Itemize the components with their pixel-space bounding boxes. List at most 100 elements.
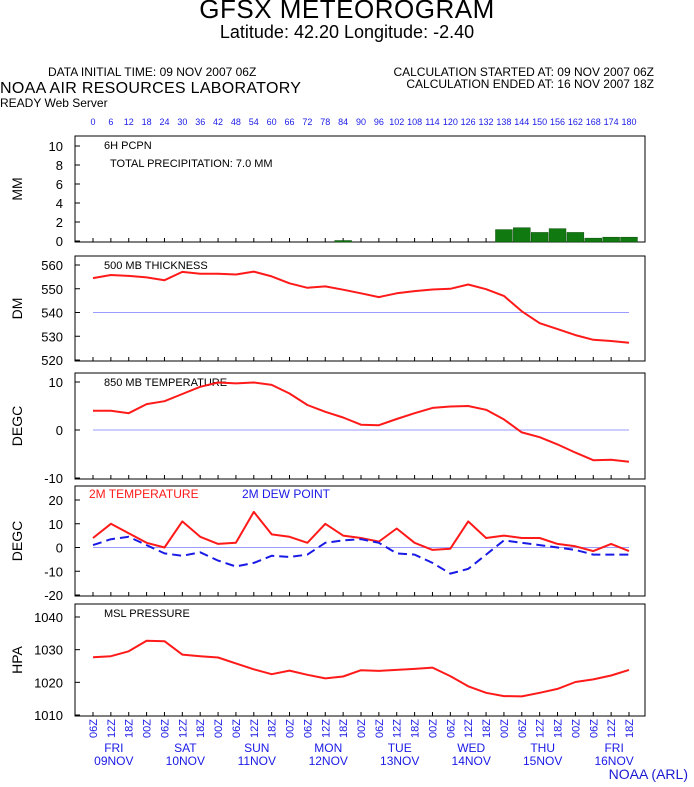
legend-entry: 2M TEMPERATURE — [89, 487, 199, 501]
y-tick-label: 1030 — [34, 643, 63, 658]
time-label: 06Z — [88, 719, 100, 738]
series-line-2m-temperature — [92, 510, 630, 553]
time-label: 12Z — [249, 719, 261, 738]
forecast-hour-label: 156 — [550, 117, 565, 127]
y-tick-label: -20 — [44, 588, 63, 603]
y-tick-label: 8 — [56, 158, 63, 173]
forecast-hour-label: 12 — [124, 117, 134, 127]
forecast-hour-label: 72 — [302, 117, 312, 127]
forecast-hour-label: 150 — [532, 117, 547, 127]
day-name: SUN — [244, 741, 269, 755]
forecast-hour-label: 66 — [285, 117, 295, 127]
y-tick-label: 1010 — [34, 708, 63, 723]
forecast-hour-label: 90 — [356, 117, 366, 127]
panel-label: MSL PRESSURE — [104, 608, 190, 620]
y-tick-label: 520 — [41, 353, 63, 368]
y-axis-label: DM — [9, 298, 25, 320]
forecast-hour-label: 84 — [338, 117, 348, 127]
y-tick-label: -10 — [44, 564, 63, 579]
panel-3: -20 -10 0 10 20 DEGC 2M TEMPERATURE 2M DEW POIN… — [9, 485, 646, 603]
day-date: 09NOV — [94, 754, 133, 768]
y-tick-label: 10 — [49, 139, 63, 154]
y-tick-label: 530 — [41, 329, 63, 344]
time-label: 00Z — [427, 719, 439, 738]
day-date: 13NOV — [380, 754, 419, 768]
y-tick-label: 0 — [56, 541, 63, 556]
forecast-hour-label: 42 — [213, 117, 223, 127]
panel-0: 0 2 4 6 8 10 MM 6H PCPN TOTAL PRECIPITATION: 7.0… — [9, 135, 646, 249]
day-name: THU — [530, 741, 555, 755]
forecast-hour-label: 174 — [604, 117, 619, 127]
panel-frame — [74, 485, 646, 597]
time-label: 00Z — [356, 719, 368, 738]
panel-frame — [74, 372, 646, 480]
forecast-hour-label: 132 — [479, 117, 494, 127]
precip-bar — [530, 232, 549, 243]
precip-bar — [584, 237, 602, 243]
y-tick-label: -10 — [44, 471, 63, 486]
y-tick-label: 10 — [49, 375, 63, 390]
day-date: 14NOV — [452, 754, 491, 768]
panel-frame — [74, 255, 646, 362]
forecast-hour-label: 120 — [443, 117, 458, 127]
time-label: 12Z — [106, 719, 118, 738]
day-name: FRI — [104, 741, 123, 755]
day-name: TUE — [388, 741, 412, 755]
day-name: FRI — [604, 741, 623, 755]
calculation-ended: CALCULATION ENDED AT: 16 NOV 2007 18Z — [406, 77, 654, 91]
time-label: 12Z — [535, 719, 547, 738]
day-name: WED — [457, 741, 485, 755]
forecast-hour-label: 54 — [249, 117, 259, 127]
precip-bar — [495, 229, 513, 243]
time-label: 00Z — [285, 719, 297, 738]
y-tick-label: 1020 — [34, 675, 63, 690]
y-axis-label: HPA — [9, 645, 25, 673]
time-label: 12Z — [177, 719, 189, 738]
location-subtitle: Latitude: 42.20 Longitude: -2.40 — [219, 22, 475, 42]
time-label: 06Z — [517, 719, 529, 738]
data-initial-time: DATA INITIAL TIME: 09 NOV 2007 06Z — [48, 65, 257, 79]
forecast-hour-label: 60 — [267, 117, 277, 127]
y-tick-label: 0 — [56, 234, 63, 249]
y-tick-label: 1040 — [34, 610, 63, 625]
y-tick-label: 550 — [41, 282, 63, 297]
day-name: MON — [314, 741, 342, 755]
y-tick-label: 560 — [41, 258, 63, 273]
forecast-hour-label: 102 — [389, 117, 404, 127]
forecast-hour-label: 24 — [159, 117, 169, 127]
y-tick-label: 20 — [49, 493, 63, 508]
forecast-hour-label: 126 — [461, 117, 476, 127]
time-label: 00Z — [142, 719, 154, 738]
precip-bar — [334, 240, 352, 243]
time-label: 06Z — [159, 719, 171, 738]
precip-bar — [566, 232, 585, 243]
y-axis-label: MM — [9, 177, 25, 200]
day-date: 12NOV — [309, 754, 348, 768]
day-date: 11NOV — [238, 754, 276, 768]
forecast-hour-label: 96 — [374, 117, 384, 127]
forecast-hour-label: 18 — [142, 117, 152, 127]
time-label: 06Z — [445, 719, 457, 738]
total-precipitation: TOTAL PRECIPITATION: 7.0 MM — [110, 158, 273, 170]
server-name: READY Web Server — [0, 96, 108, 110]
forecast-hour-label: 144 — [514, 117, 529, 127]
time-label: 12Z — [463, 719, 475, 738]
day-name: SAT — [174, 741, 197, 755]
legend-entry: 2M DEW POINT — [242, 487, 331, 501]
time-label: 12Z — [392, 719, 404, 738]
day-date: 10NOV — [166, 754, 205, 768]
time-label: 18Z — [124, 719, 136, 738]
y-tick-label: 6 — [56, 177, 63, 192]
time-label: 18Z — [338, 719, 350, 738]
time-label: 06Z — [231, 719, 243, 738]
panel-label: 6H PCPN — [104, 140, 152, 152]
panel-1: 520 530 540 550 560 DM 500 MB THICKNESS — [9, 255, 646, 368]
forecast-hour-label: 78 — [320, 117, 330, 127]
forecast-hour-label: 30 — [177, 117, 187, 127]
y-axis-label: DEGC — [9, 406, 25, 446]
y-tick-label: 0 — [56, 423, 63, 438]
time-label: 06Z — [588, 719, 600, 738]
credit-label: NOAA (ARL) — [608, 766, 688, 782]
precip-bar — [513, 227, 531, 243]
